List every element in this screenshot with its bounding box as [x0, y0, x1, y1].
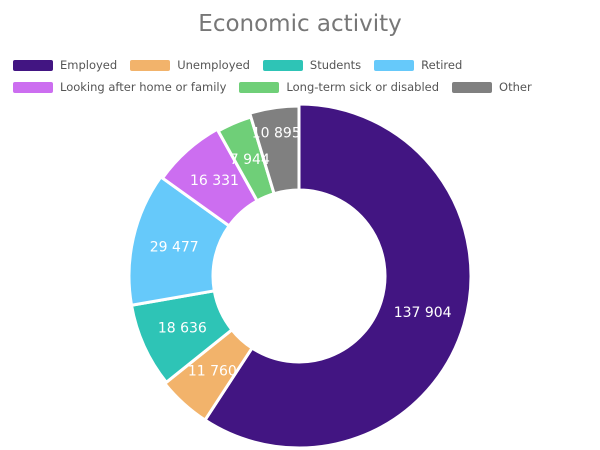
legend-item-other[interactable]: Other: [452, 80, 532, 94]
slice-employed[interactable]: [203, 102, 473, 450]
legend-swatch: [239, 81, 280, 93]
legend-row-2: Looking after home or family Long-term s…: [13, 80, 545, 94]
slice-looking-after-home[interactable]: [160, 127, 259, 228]
legend-swatch: [262, 59, 303, 71]
legend-item-employed[interactable]: Employed: [13, 58, 117, 72]
legend-swatch: [374, 59, 415, 71]
legend-label: Retired: [421, 58, 463, 72]
slice-label-long-term-sick: 7 944: [230, 152, 270, 168]
legend-item-unemployed[interactable]: Unemployed: [130, 58, 250, 72]
slice-label-other: 10 895: [252, 125, 301, 141]
legend-item-students[interactable]: Students: [262, 58, 362, 72]
legend-swatch: [130, 59, 171, 71]
slice-label-retired: 29 477: [150, 239, 199, 255]
legend-label: Long-term sick or disabled: [286, 80, 440, 94]
legend-swatch: [452, 81, 493, 93]
legend-swatch: [13, 81, 53, 93]
legend-label: Students: [309, 58, 362, 72]
slice-label-students: 18 636: [158, 321, 207, 337]
slice-label-employed: 137 904: [394, 305, 452, 321]
slice-label-unemployed: 11 760: [188, 364, 237, 380]
legend-label: Employed: [60, 58, 118, 72]
legend-item-long-term-sick[interactable]: Long-term sick or disabled: [239, 80, 439, 94]
legend-item-retired[interactable]: Retired: [374, 58, 462, 72]
legend-swatch: [13, 59, 53, 71]
legend-row-1: Employed Unemployed Students Retired: [13, 58, 475, 72]
slice-label-looking-after-home: 16 331: [190, 173, 239, 189]
chart-title: Economic activity: [198, 11, 402, 37]
legend-item-looking-after-home[interactable]: Looking after home or family: [13, 80, 226, 94]
legend-label: Unemployed: [177, 58, 250, 72]
slice-other[interactable]: [248, 104, 301, 196]
legend-label: Other: [499, 80, 532, 94]
legend-label: Looking after home or family: [60, 80, 227, 94]
